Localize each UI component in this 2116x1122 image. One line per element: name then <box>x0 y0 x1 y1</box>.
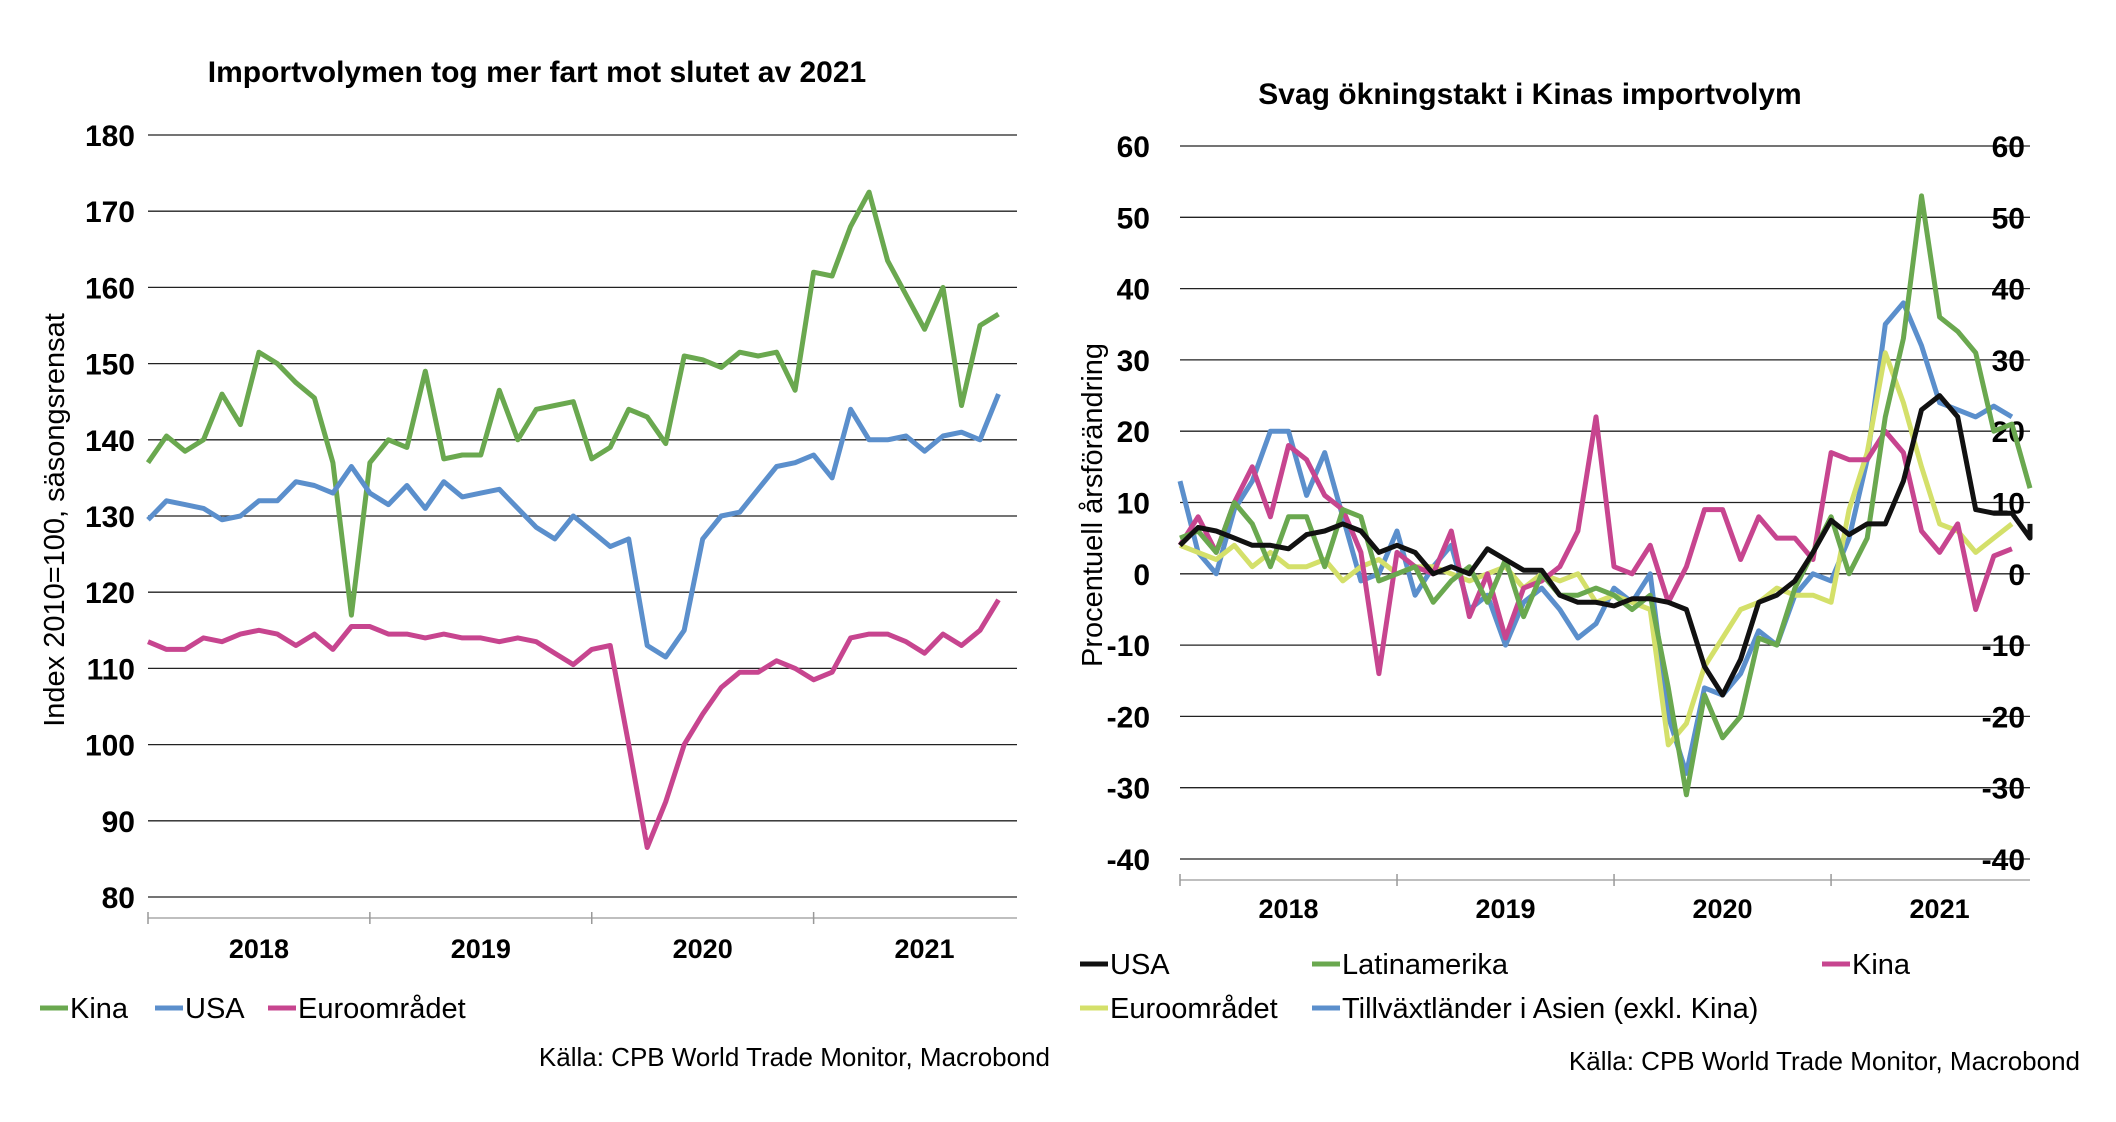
y-tick-label: -10 <box>1107 630 1150 663</box>
y-tick-label: 0 <box>1133 559 1150 592</box>
right-legend-tillvaxtlander: Tillväxtländer i Asien (exkl. Kina) <box>1342 993 1758 1025</box>
y-tick-label: -40 <box>1107 844 1150 877</box>
left-chart-title: Importvolymen tog mer fart mot slutet av… <box>208 56 867 89</box>
y-tick-label: 30 <box>1117 345 1150 378</box>
y-tick-label: 20 <box>1117 416 1150 449</box>
left-series-lines <box>145 189 1001 850</box>
series-line-latinamerika <box>1179 193 2033 798</box>
y-tick-label-right: -30 <box>1982 773 2025 806</box>
y-tick-label: 40 <box>1117 274 1150 307</box>
y-tick-label-right: -40 <box>1982 844 2025 877</box>
right-legend-euroomradet: Euroområdet <box>1110 993 1278 1025</box>
series-line-kina <box>1177 414 2013 677</box>
left-source-note: Källa: CPB World Trade Monitor, Macrobon… <box>539 1042 1050 1072</box>
y-tick-label: 160 <box>85 272 135 305</box>
x-tick-label: 2021 <box>895 934 955 964</box>
y-tick-label: -30 <box>1107 773 1150 806</box>
series-line-kina <box>145 189 1000 618</box>
y-tick-label: 140 <box>85 425 135 458</box>
y-tick-label: 60 <box>1117 131 1150 164</box>
right-legend-kina: Kina <box>1852 949 1911 981</box>
y-tick-label: 10 <box>1117 488 1150 521</box>
left-y-tick-labels: 80 90 100 110 120 130 140 150 160 170 180 <box>85 120 135 915</box>
y-tick-label-right: -10 <box>1982 630 2025 663</box>
x-tick-label: 2021 <box>1910 894 1970 924</box>
x-tick-label: 2019 <box>1475 894 1535 924</box>
right-chart-panel: Svag ökningstakt i Kinas importvolym Pro… <box>1077 78 2080 1076</box>
series-line-euroområdet <box>147 598 1001 850</box>
right-legend-usa: USA <box>1110 949 1170 981</box>
x-tick-label: 2019 <box>451 934 511 964</box>
right-legend-latinamerika: Latinamerika <box>1342 949 1509 981</box>
y-tick-label: 110 <box>87 653 135 686</box>
left-y-axis-label: Index 2010=100, säsongsrensat <box>39 313 71 727</box>
y-tick-label-right: 50 <box>1992 202 2025 235</box>
y-tick-label: -20 <box>1107 701 1150 734</box>
y-tick-label-right: -20 <box>1982 701 2025 734</box>
series-line-usa <box>1178 393 2033 698</box>
y-tick-label: 170 <box>85 196 135 229</box>
left-x-axis: 2018 2019 2020 2021 <box>147 912 1017 964</box>
right-series-lines <box>1177 193 2033 798</box>
y-tick-label-right: 0 <box>2008 559 2025 592</box>
x-tick-label: 2020 <box>1693 894 1753 924</box>
y-tick-label-right: 60 <box>1992 131 2025 164</box>
left-legend: Kina USA Euroområdet <box>40 993 466 1025</box>
right-chart-title: Svag ökningstakt i Kinas importvolym <box>1258 78 1801 111</box>
left-chart-panel: Importvolymen tog mer fart mot slutet av… <box>39 56 1050 1072</box>
y-tick-label: 100 <box>85 730 135 763</box>
x-tick-label: 2018 <box>1258 894 1318 924</box>
y-tick-label: 150 <box>85 349 135 382</box>
left-legend-usa: USA <box>185 993 245 1025</box>
x-tick-label: 2020 <box>673 934 733 964</box>
series-line-usa <box>146 393 1001 660</box>
right-x-axis: 2018 2019 2020 2021 <box>1179 874 2030 924</box>
x-tick-label: 2018 <box>229 934 289 964</box>
y-tick-label-right: 30 <box>1992 345 2025 378</box>
y-tick-label: 120 <box>85 577 135 610</box>
right-legend: USA Latinamerika Kina Euroområdet Tillvä… <box>1080 949 1911 1025</box>
right-source-note: Källa: CPB World Trade Monitor, Macrobon… <box>1569 1046 2080 1076</box>
left-legend-kina: Kina <box>70 993 129 1025</box>
y-tick-label: 130 <box>85 501 135 534</box>
y-tick-label-right: 40 <box>1992 274 2025 307</box>
right-y-axis-label: Procentuell årsförändring <box>1077 343 1109 667</box>
y-tick-label: 50 <box>1117 202 1150 235</box>
y-tick-label: 80 <box>102 882 135 915</box>
y-tick-label: 180 <box>85 120 135 153</box>
y-tick-label: 90 <box>102 806 135 839</box>
left-legend-euroomradet: Euroområdet <box>298 993 466 1025</box>
